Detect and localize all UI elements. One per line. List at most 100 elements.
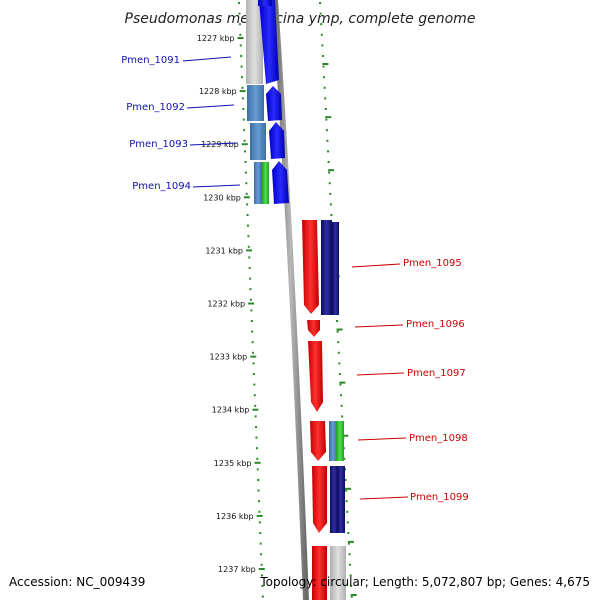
gene-arrow-pmen1097[interactable] xyxy=(308,341,323,412)
track-dot xyxy=(338,362,341,365)
track-dot xyxy=(258,521,261,524)
track-dot xyxy=(341,415,344,418)
track-dot xyxy=(261,595,264,598)
track-dot xyxy=(255,447,258,450)
gene-arrow-pmen1095[interactable] xyxy=(302,220,319,314)
accession-text: Accession: NC_009439 xyxy=(9,575,145,589)
kbp-tick-label: 1237 kbp xyxy=(218,565,256,574)
cog-block-navy xyxy=(330,466,338,533)
track-dot xyxy=(340,404,343,407)
track-dot xyxy=(329,203,332,206)
track-dot xyxy=(244,150,247,153)
track-dot xyxy=(328,171,331,174)
gene-label-pmen1091[interactable]: Pmen_1091 xyxy=(121,55,180,66)
track-dot xyxy=(260,553,263,556)
track-dot xyxy=(238,23,241,26)
track-dot xyxy=(349,574,352,577)
track-dot xyxy=(324,108,327,110)
gene-label-pmen1096[interactable]: Pmen_1096 xyxy=(406,319,465,330)
track-dot xyxy=(245,192,248,195)
genome-backbone xyxy=(272,0,309,600)
track-dot xyxy=(241,97,244,100)
gene-arrow-pmen1094[interactable] xyxy=(272,161,289,204)
track-dot xyxy=(330,214,333,216)
track-dot xyxy=(258,510,261,513)
kbp-tick-label: 1229 kbp xyxy=(201,140,239,149)
track-dot xyxy=(320,23,323,26)
track-dot xyxy=(337,351,340,354)
gene-arrow-pmen1091[interactable] xyxy=(259,0,279,84)
track-dot xyxy=(324,97,327,100)
track-dot xyxy=(253,383,256,386)
track-dot xyxy=(240,55,243,57)
track-dot xyxy=(346,510,349,513)
track-dot xyxy=(259,532,262,534)
track-dot xyxy=(320,33,323,36)
gene-arrow-pmen1093[interactable] xyxy=(269,122,285,159)
gene-label-pmen1095[interactable]: Pmen_1095 xyxy=(403,258,462,269)
cog-block-navy xyxy=(337,466,345,533)
kbp-tick-label: 1233 kbp xyxy=(210,353,248,362)
cog-block-steel xyxy=(329,421,337,461)
track-dot xyxy=(319,2,322,4)
left-gene-labels: Pmen_1091 Pmen_1092 Pmen_1093 Pmen_1094 xyxy=(121,55,241,192)
gene-arrow-pmen1099[interactable] xyxy=(312,466,327,533)
track-dot xyxy=(251,330,254,333)
track-dot xyxy=(251,341,254,344)
track-dot xyxy=(254,404,257,407)
gene-label-pmen1092[interactable]: Pmen_1092 xyxy=(126,102,185,113)
cog-block-navy xyxy=(321,220,332,315)
gene-label-pmen1093[interactable]: Pmen_1093 xyxy=(129,139,188,150)
gene-label-pmen1098[interactable]: Pmen_1098 xyxy=(409,433,468,444)
track-dot xyxy=(241,86,244,89)
kbp-tick-label: 1231 kbp xyxy=(205,246,243,255)
track-dot xyxy=(252,373,255,375)
dotted-tracks xyxy=(238,2,357,598)
track-dot xyxy=(329,192,332,195)
track-dot xyxy=(348,553,351,556)
track-dot xyxy=(322,65,325,68)
gene-label-pmen1094[interactable]: Pmen_1094 xyxy=(132,181,191,192)
gene-arrow-next[interactable] xyxy=(312,546,327,600)
track-dot xyxy=(254,415,257,418)
track-dot xyxy=(247,245,250,248)
cog-block-steel xyxy=(247,85,264,121)
track-dot xyxy=(336,320,339,322)
leader-line xyxy=(359,496,409,500)
track-dot xyxy=(248,267,251,269)
track-dot xyxy=(325,129,328,132)
topology-text: Topology: circular; Length: 5,072,807 bp… xyxy=(259,575,590,589)
leader-line xyxy=(357,437,407,441)
gene-arrow-pmen1098[interactable] xyxy=(310,421,326,461)
leader-line xyxy=(186,104,235,109)
track-dot xyxy=(344,479,347,481)
track-dot xyxy=(242,118,245,121)
track-dot xyxy=(327,150,330,153)
track-dot xyxy=(250,320,253,322)
gene-label-pmen1099[interactable]: Pmen_1099 xyxy=(410,492,469,503)
track-dot xyxy=(255,426,258,428)
track-dot xyxy=(243,129,246,132)
track-dot xyxy=(250,309,253,312)
track-dot xyxy=(257,479,260,481)
track-dot xyxy=(347,532,350,534)
track-dot xyxy=(258,500,261,503)
track-dot xyxy=(338,373,341,375)
kbp-tick-label: 1232 kbp xyxy=(207,300,245,309)
gene-label-pmen1097[interactable]: Pmen_1097 xyxy=(407,368,466,379)
track-dot xyxy=(260,574,263,577)
track-dot xyxy=(323,86,326,89)
track-dot xyxy=(253,394,256,397)
leader-line xyxy=(351,263,401,268)
gene-arrow-pmen1096[interactable] xyxy=(307,320,320,337)
leader-line xyxy=(192,184,241,188)
track-dot xyxy=(252,351,255,354)
track-dot xyxy=(259,542,262,545)
track-dot xyxy=(339,383,342,386)
gene-arrow-pmen1092[interactable] xyxy=(266,86,282,121)
kbp-tick-label: 1234 kbp xyxy=(212,406,250,415)
track-dot xyxy=(246,224,249,227)
track-dot xyxy=(249,277,252,280)
kbp-tick-label: 1236 kbp xyxy=(216,512,254,521)
track-dot xyxy=(346,521,349,524)
